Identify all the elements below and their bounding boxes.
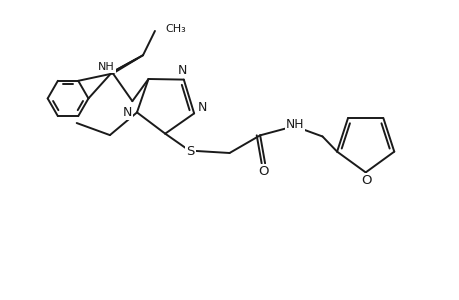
Text: N: N bbox=[122, 106, 132, 119]
Text: N: N bbox=[178, 64, 187, 77]
Text: CH₃: CH₃ bbox=[165, 23, 186, 34]
Text: O: O bbox=[257, 165, 268, 178]
Text: S: S bbox=[186, 145, 194, 158]
Text: O: O bbox=[360, 174, 370, 187]
Text: NH: NH bbox=[285, 118, 304, 131]
Text: NH: NH bbox=[98, 62, 115, 72]
Text: N: N bbox=[197, 101, 207, 114]
